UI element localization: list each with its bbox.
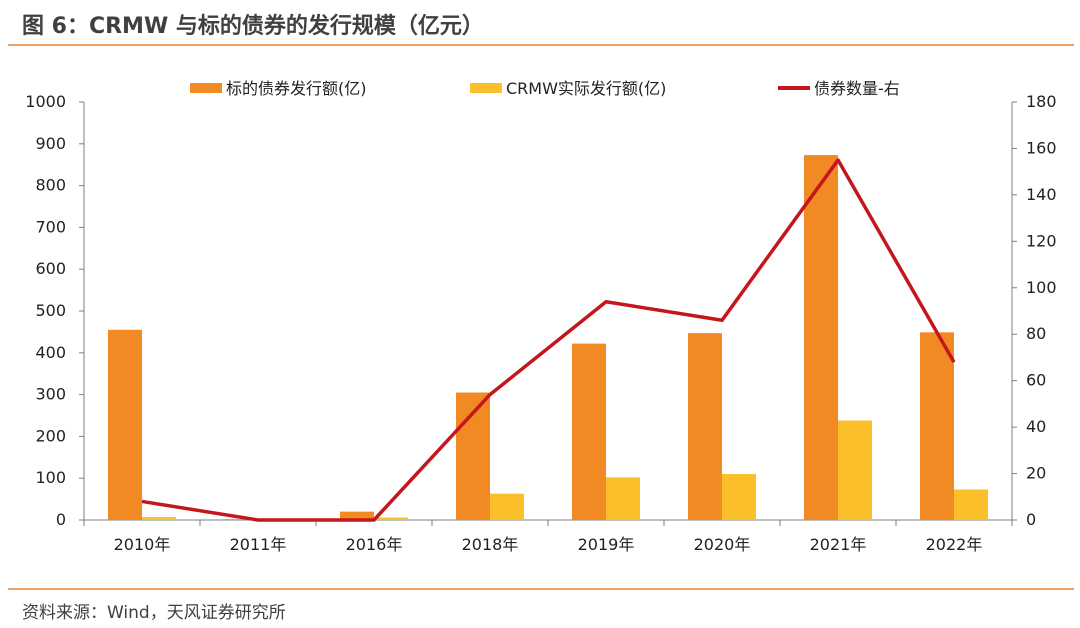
chart-title: 图 6：CRMW 与标的债券的发行规模（亿元） [22, 14, 484, 39]
bond-issuance-bar [920, 332, 954, 520]
x-tick-label: 2022年 [926, 535, 983, 554]
crmw-issuance-bar [954, 489, 988, 520]
y-right-tick-label: 120 [1026, 231, 1057, 250]
x-tick-label: 2019年 [578, 535, 635, 554]
y-left-tick-label: 500 [35, 301, 66, 320]
bond-issuance-bar [224, 519, 258, 520]
crmw-issuance-bar [490, 493, 524, 520]
crmw-issuance-bar [838, 420, 872, 520]
y-right-tick-label: 160 [1026, 138, 1057, 157]
y-right-tick-label: 0 [1026, 510, 1036, 529]
y-left-tick-label: 0 [56, 510, 66, 529]
legend-crmw-issuance-swatch [470, 83, 502, 93]
legend-bond-issuance-swatch [190, 83, 222, 93]
x-tick-label: 2020年 [694, 535, 751, 554]
crmw-issuance-bar [374, 517, 408, 520]
source-note: 资料来源：Wind，天风证券研究所 [22, 603, 286, 623]
x-tick-label: 2016年 [346, 535, 403, 554]
y-left-tick-label: 700 [35, 217, 66, 236]
legend-bond-issuance-label: 标的债券发行额(亿) [226, 79, 367, 98]
y-right-tick-label: 80 [1026, 324, 1046, 343]
y-left-tick-label: 800 [35, 176, 66, 195]
legend-crmw-issuance-label: CRMW实际发行额(亿) [506, 79, 666, 98]
combo-bar-line-chart: 0 100 200 300 400 500 600 700 800 900 1000 0 20 40 60 8… [25, 79, 1057, 554]
y-right-tick-label: 40 [1026, 417, 1046, 436]
y-left-tick-label: 400 [35, 343, 66, 362]
legend-bond-count-label: 债券数量-右 [814, 79, 900, 98]
y-left-tick-label: 1000 [25, 92, 66, 111]
x-tick-label: 2011年 [230, 535, 287, 554]
x-tick-label: 2018年 [462, 535, 519, 554]
bond-issuance-bar [340, 511, 374, 520]
x-tick-label: 2010年 [114, 535, 171, 554]
crmw-issuance-bar [722, 474, 756, 520]
y-right-tick-label: 100 [1026, 278, 1057, 297]
bond-issuance-bar [688, 333, 722, 520]
bond-issuance-bar [108, 329, 142, 520]
y-left-tick-label: 100 [35, 468, 66, 487]
y-right-tick-label: 140 [1026, 185, 1057, 204]
y-left-tick-label: 300 [35, 385, 66, 404]
x-tick-label: 2021年 [810, 535, 867, 554]
y-right-tick-label: 20 [1026, 464, 1046, 483]
bond-issuance-bar [572, 343, 606, 520]
bond-count-line [141, 158, 956, 522]
title-underline [8, 44, 1074, 46]
crmw-issuance-bar [606, 477, 640, 520]
source-divider [8, 588, 1074, 590]
y-left-tick-label: 900 [35, 134, 66, 153]
y-left-tick-label: 600 [35, 259, 66, 278]
y-right-tick-label: 180 [1026, 92, 1057, 111]
crmw-issuance-bar [142, 517, 176, 520]
y-left-tick-label: 200 [35, 426, 66, 445]
bond-issuance-bar [804, 155, 838, 520]
y-right-tick-label: 60 [1026, 371, 1046, 390]
